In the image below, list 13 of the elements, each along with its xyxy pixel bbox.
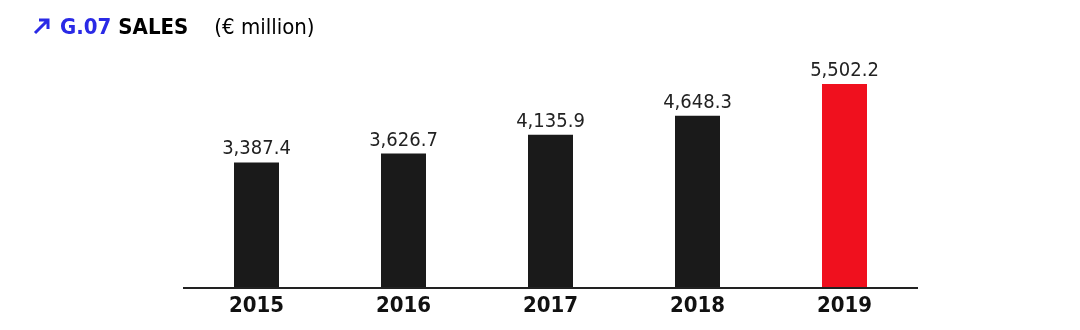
x-tick-label: 2016 bbox=[375, 291, 432, 317]
data-label: 5,502.2 bbox=[810, 57, 879, 81]
bar bbox=[822, 84, 867, 288]
x-tick-label: 2015 bbox=[228, 291, 285, 317]
x-tick-label: 2017 bbox=[522, 291, 579, 317]
data-label: 3,626.7 bbox=[369, 126, 438, 151]
x-tick-label: 2019 bbox=[816, 291, 873, 317]
data-label: 4,135.9 bbox=[516, 107, 585, 132]
data-label: 4,648.3 bbox=[663, 88, 732, 113]
chart-title: G.07 SALES bbox=[60, 13, 189, 39]
data-label: 3,387.4 bbox=[222, 135, 291, 160]
chart-subtitle: (€ million) bbox=[214, 13, 315, 39]
x-tick-label: 2018 bbox=[669, 291, 726, 317]
